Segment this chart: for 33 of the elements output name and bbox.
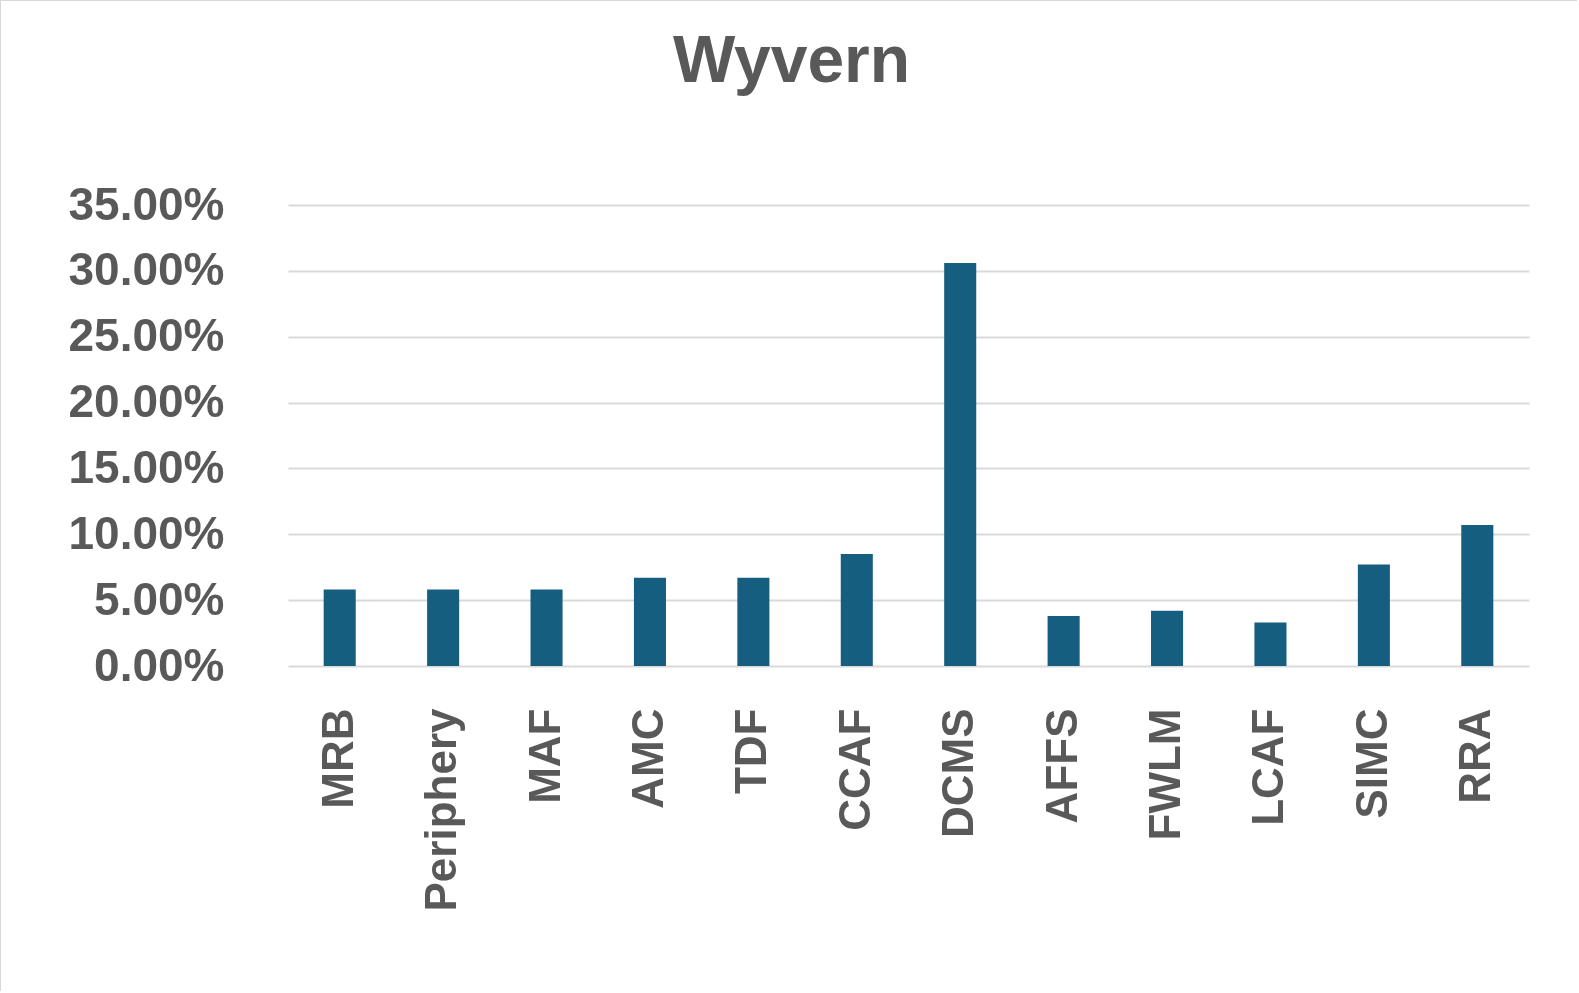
x-tick-label: CCAF: [829, 708, 879, 831]
bar: [530, 589, 563, 666]
x-tick-label: FWLM: [1140, 708, 1190, 841]
y-tick-label: 30.00%: [68, 243, 225, 296]
bar: [323, 589, 356, 666]
x-tick-label: AMC: [622, 708, 672, 809]
x-tick-label: MAF: [519, 708, 569, 804]
x-tick-label: AFFS: [1036, 708, 1086, 824]
chart-title: Wyvern: [672, 22, 911, 96]
bar: [427, 589, 460, 666]
bar: [1254, 622, 1287, 666]
bar: [1461, 525, 1494, 666]
y-tick-label: 5.00%: [94, 572, 225, 625]
x-tick-label: Periphery: [416, 707, 466, 912]
x-tick-label: LCAF: [1243, 708, 1293, 826]
bar: [1047, 615, 1080, 666]
bar: [840, 554, 873, 666]
y-tick-label: 20.00%: [68, 375, 225, 428]
bar: [737, 577, 770, 666]
y-tick-label: 0.00%: [94, 638, 225, 691]
y-tick-label: 25.00%: [68, 309, 225, 362]
x-tick-label: RRA: [1450, 708, 1500, 804]
bar: [944, 262, 977, 666]
bar: [1151, 610, 1184, 666]
x-tick-label: MRB: [312, 708, 362, 809]
y-tick-label: 10.00%: [68, 506, 225, 559]
y-tick-label: 35.00%: [68, 177, 225, 230]
x-tick-label: TDF: [726, 708, 776, 795]
x-tick-label: DCMS: [933, 708, 983, 839]
y-tick-label: 15.00%: [68, 440, 225, 493]
bar: [633, 577, 666, 666]
bar: [1357, 564, 1390, 666]
x-tick-label: SIMC: [1346, 708, 1396, 819]
